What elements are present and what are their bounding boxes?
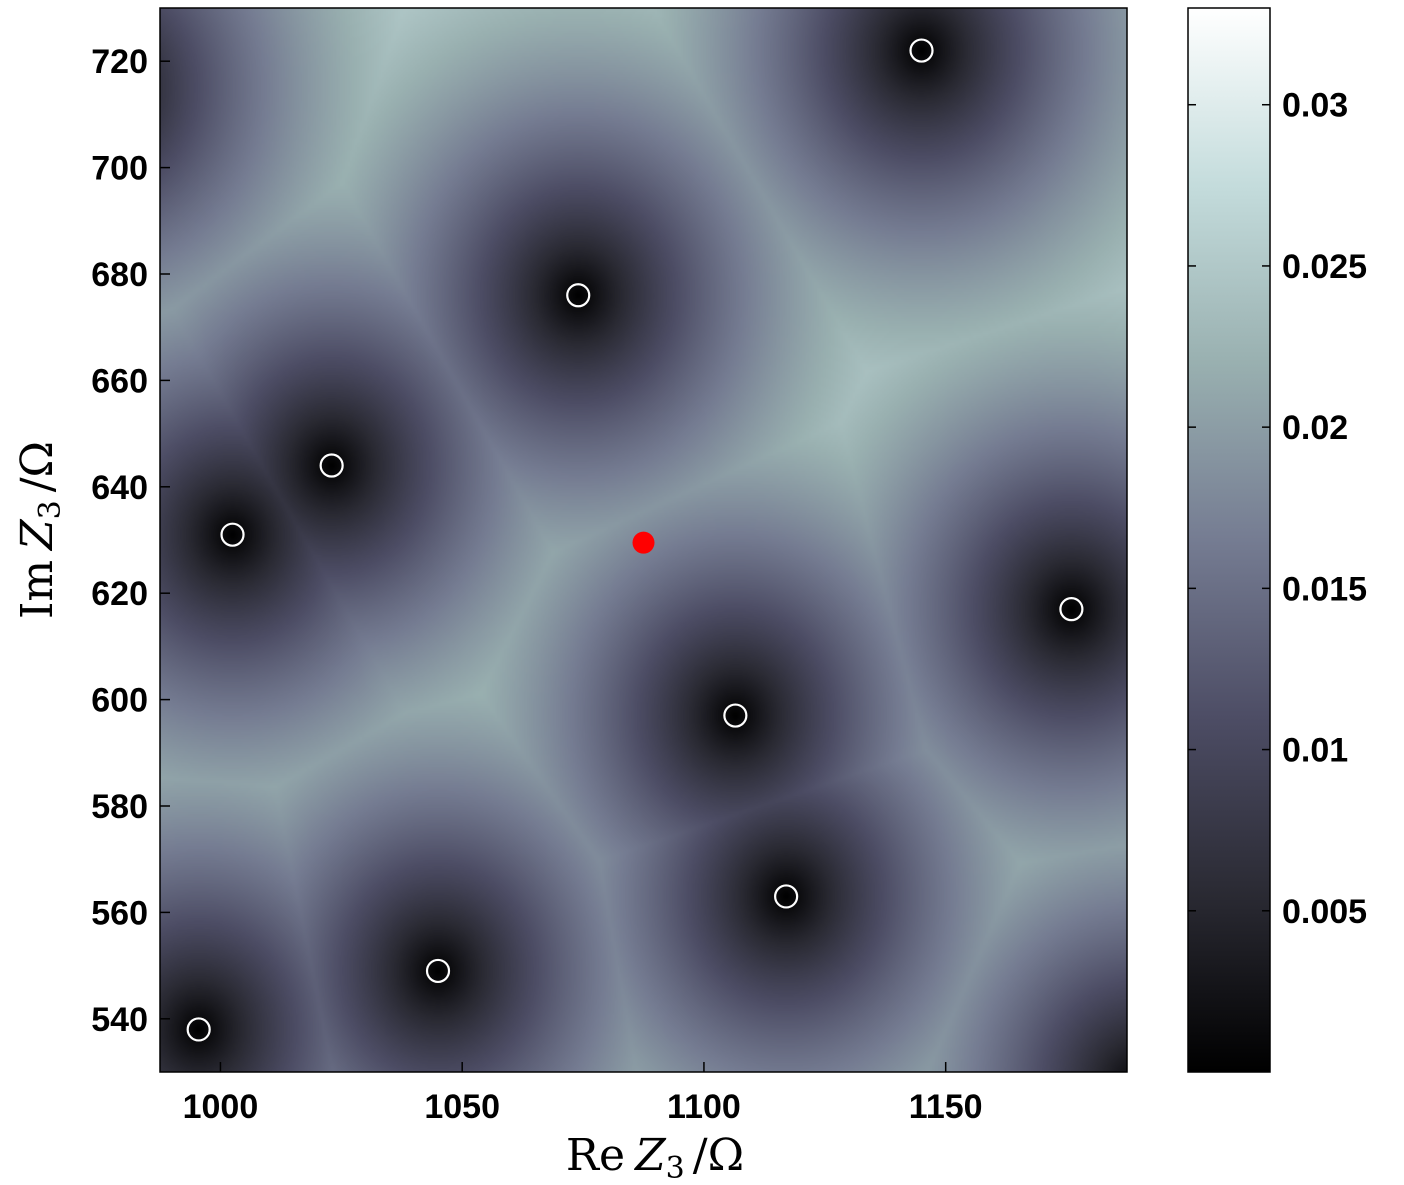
x-axis-label-unit: /Ω: [693, 1130, 744, 1181]
colorbar-ticks: 0.005 0.01 0.015 0.02 0.025 0.03: [1188, 87, 1367, 931]
x-tick-label: 1100: [667, 1088, 741, 1126]
y-axis-label-operator: Im: [12, 560, 63, 619]
x-axis-label-operator: Re: [566, 1130, 625, 1181]
minimum-marker: [1059, 597, 1084, 622]
y-tick-label: 640: [91, 469, 148, 507]
y-tick-label: 720: [91, 43, 148, 81]
minimum-marker: [425, 958, 451, 984]
y-tick-label: 600: [91, 682, 148, 720]
x-axis-label-variable: Z: [633, 1130, 667, 1181]
y-tick-label: 680: [91, 256, 148, 294]
minimum-marker: [774, 884, 799, 909]
colorbar-gradient: [1187, 7, 1271, 1073]
y-tick-label: 560: [91, 894, 148, 932]
y-axis-label: Im Z3/Ω: [12, 441, 68, 619]
y-tick-label: 660: [91, 362, 148, 400]
colorbar-tick-label: 0.01: [1282, 732, 1348, 770]
x-tick-label: 1000: [183, 1088, 259, 1126]
colorbar: 0.005 0.01 0.015 0.02 0.025 0.03: [1187, 7, 1367, 1073]
x-tick-label: 1050: [424, 1088, 500, 1126]
minima-markers: [186, 38, 1084, 1042]
y-tick-label: 700: [91, 150, 148, 188]
colorbar-tick-label: 0.005: [1282, 893, 1367, 931]
y-axis-label-subscript: 3: [33, 500, 68, 519]
y-axis-label-variable: Z: [12, 518, 63, 552]
x-axis: 1000 1050 1100 1150: [183, 1062, 983, 1126]
minimum-marker: [723, 703, 748, 728]
minimum-marker: [909, 38, 934, 63]
x-tick-label: 1150: [909, 1088, 983, 1126]
x-axis-label: Re Z3/Ω: [566, 1130, 744, 1185]
colorbar-tick-label: 0.03: [1282, 87, 1348, 125]
highlight-point: [632, 531, 655, 554]
y-axis-label-unit: /Ω: [12, 441, 63, 492]
minimum-marker: [186, 1017, 211, 1042]
minimum-marker: [566, 283, 591, 308]
x-axis-label-subscript: 3: [666, 1151, 685, 1185]
colorbar-tick-label: 0.015: [1282, 570, 1367, 608]
y-axis: 540 560 580 600 620 640 660 680 700 720: [91, 43, 170, 1039]
colorbar-tick-label: 0.02: [1282, 409, 1348, 447]
plot-area: [159, 7, 1128, 1073]
minimum-marker: [220, 522, 245, 547]
y-tick-label: 540: [91, 1001, 148, 1039]
y-tick-label: 620: [91, 575, 148, 613]
y-tick-label: 580: [91, 788, 148, 826]
colorbar-tick-label: 0.025: [1282, 248, 1367, 286]
plot-frame: [159, 7, 1128, 1073]
minimum-marker: [319, 453, 344, 478]
